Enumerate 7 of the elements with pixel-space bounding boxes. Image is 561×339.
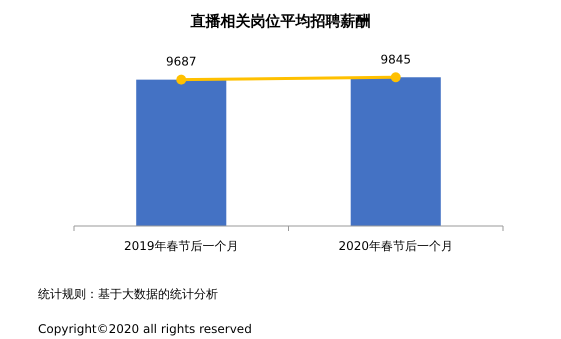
x-tick-label: 2020年春节后一个月	[338, 239, 454, 253]
text: 统计规则：基于大数据的统计分析	[38, 287, 218, 301]
data-label: 9687	[166, 54, 197, 69]
data-label: 9845	[380, 52, 412, 66]
text: Copyright©2020 all rights reserved	[38, 322, 252, 336]
chart-title: 直播相关岗位平均招聘薪酬	[190, 12, 370, 30]
x-tick-label: 2019年春节后一个月	[124, 239, 239, 253]
